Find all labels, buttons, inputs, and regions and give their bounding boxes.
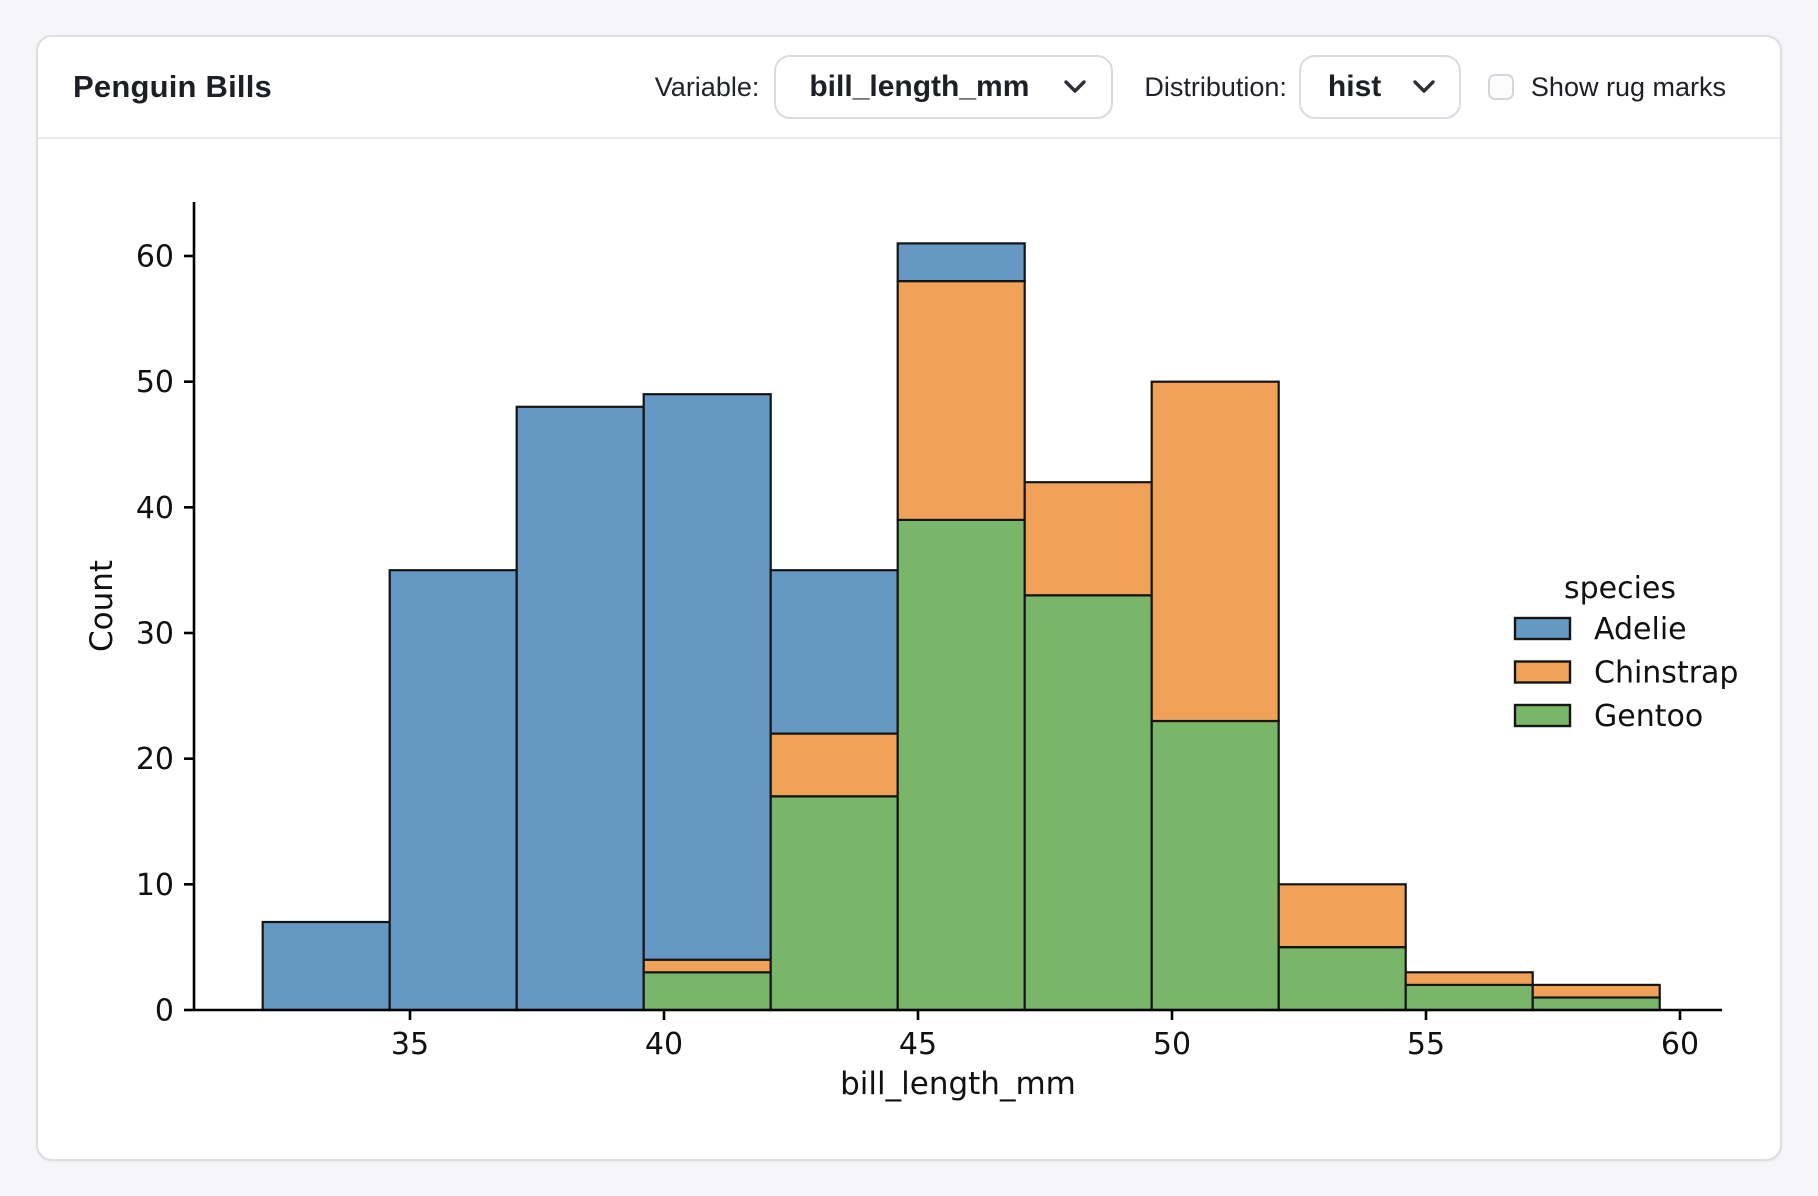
svg-text:Count: Count [84, 560, 120, 652]
show-rug-label: Show rug marks [1530, 71, 1726, 102]
svg-text:55: 55 [1407, 1027, 1445, 1062]
chevron-down-icon [1412, 79, 1436, 95]
penguin-bills-card: Penguin Bills Variable: bill_length_mm D… [36, 35, 1782, 1161]
svg-text:35: 35 [391, 1027, 429, 1062]
svg-text:45: 45 [899, 1027, 937, 1062]
svg-text:bill_length_mm: bill_length_mm [840, 1066, 1076, 1102]
svg-text:Gentoo: Gentoo [1594, 699, 1703, 734]
chevron-down-icon [1063, 79, 1087, 95]
svg-text:species: species [1564, 571, 1676, 606]
svg-text:50: 50 [136, 365, 174, 400]
svg-text:10: 10 [136, 868, 174, 903]
distribution-select[interactable]: hist [1298, 55, 1461, 119]
svg-text:30: 30 [136, 616, 174, 651]
svg-text:20: 20 [136, 742, 174, 777]
svg-text:40: 40 [136, 491, 174, 526]
svg-text:40: 40 [645, 1027, 683, 1062]
histogram-svg: 0 10 20 30 40 50 60 35 40 45 50 55 60 bill_length_mm C… [84, 202, 1738, 1102]
svg-text:50: 50 [1153, 1027, 1191, 1062]
chart-area: 0 10 20 30 40 50 60 35 40 45 50 55 60 bill_length_mm C… [38, 139, 1780, 1159]
svg-text:Adelie: Adelie [1594, 612, 1687, 647]
variable-label: Variable: [654, 71, 760, 102]
variable-select[interactable]: bill_length_mm [774, 55, 1114, 119]
variable-select-value: bill_length_mm [809, 70, 1030, 103]
svg-text:60: 60 [136, 239, 174, 274]
card-header: Penguin Bills Variable: bill_length_mm D… [38, 37, 1780, 139]
page-title: Penguin Bills [73, 69, 272, 104]
svg-text:Chinstrap: Chinstrap [1594, 656, 1738, 691]
distribution-label: Distribution: [1144, 71, 1287, 102]
distribution-select-value: hist [1327, 70, 1382, 103]
svg-text:60: 60 [1661, 1027, 1699, 1062]
svg-text:0: 0 [155, 994, 174, 1029]
show-rug-checkbox[interactable] [1487, 74, 1514, 100]
